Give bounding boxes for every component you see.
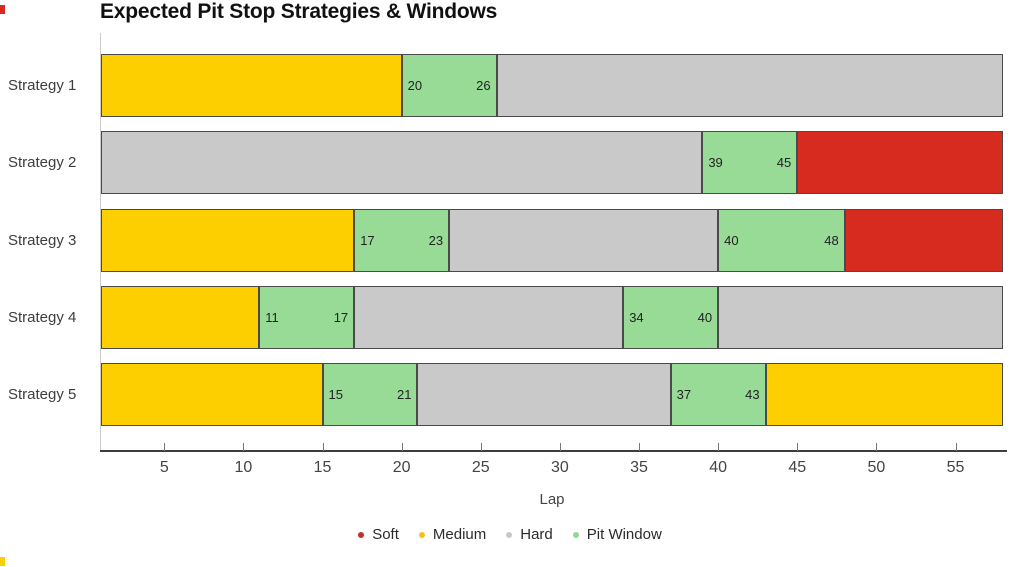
pit-window-lap-labels: 34 40: [624, 287, 717, 348]
pit-window-start-lap: 39: [708, 155, 723, 170]
x-tick-label: 20: [392, 459, 411, 476]
x-tick-mark: [955, 443, 957, 451]
pit-window-lap-labels: 15 21: [324, 364, 417, 425]
chart-title: Expected Pit Stop Strategies & Windows: [100, 0, 498, 23]
x-tick-mark: [401, 443, 403, 451]
pit-window-lap-labels: 11 17: [260, 287, 353, 348]
pit-window-end-lap: 48: [824, 233, 839, 248]
medium-legend-dot-icon: [418, 531, 425, 538]
x-tick-mark: [559, 443, 561, 451]
pit-window-start-lap: 20: [407, 78, 423, 93]
pit-window-start-lap: 17: [360, 233, 375, 248]
x-axis-line: [100, 450, 1007, 452]
legend-label: Pit Window: [586, 526, 662, 543]
x-tick-label: 45: [788, 459, 807, 476]
x-tick-label: 40: [709, 459, 728, 476]
hard-segment: [496, 54, 1003, 117]
category-label-strategy-2: Strategy 2: [8, 154, 77, 171]
hard-segment: [417, 363, 671, 426]
hard-segment: [718, 286, 1003, 349]
pit-window-lap-labels: 17 23: [355, 210, 448, 271]
pit-window-end-lap: 23: [428, 233, 444, 248]
soft-segment: [844, 209, 1003, 272]
x-tick-mark: [876, 443, 878, 451]
pit-window-segment: 37 43: [670, 363, 766, 426]
x-tick-mark: [243, 443, 245, 451]
y-axis-spine: [100, 33, 101, 451]
x-tick-mark: [322, 443, 324, 451]
pit-window-segment: 34 40: [623, 286, 719, 349]
pit-window-start-lap: 11: [265, 310, 279, 325]
x-tick-label: 35: [630, 459, 648, 476]
legend-label: Soft: [372, 526, 399, 543]
hard-legend-dot-icon: [506, 531, 513, 538]
hard-segment: [354, 286, 624, 349]
pit-window-lap-labels: 39 45: [703, 132, 796, 193]
pit-window-end-lap: 26: [476, 78, 491, 93]
category-label-strategy-5: Strategy 5: [8, 386, 77, 403]
medium-segment: [101, 209, 355, 272]
pit-window-end-lap: 21: [397, 387, 412, 402]
pit-window-segment: 40 48: [718, 209, 845, 272]
legend: Soft Medium Hard Pit Window: [0, 526, 1020, 543]
pit-window-segment: 17 23: [354, 209, 450, 272]
legend-label: Medium: [432, 526, 487, 543]
category-label-strategy-1: Strategy 1: [8, 77, 77, 94]
edge-artifact-yellow: [0, 557, 5, 566]
pit-window-end-lap: 43: [745, 387, 760, 402]
soft-segment: [797, 131, 1003, 194]
edge-artifact-red: [0, 5, 5, 14]
x-tick-mark: [164, 443, 166, 451]
pit-window-segment: 20 26: [401, 54, 497, 117]
category-label-strategy-3: Strategy 3: [8, 232, 77, 249]
hard-segment: [449, 209, 719, 272]
pit-window-segment: 39 45: [702, 131, 798, 194]
legend-item-soft: Soft: [358, 526, 399, 543]
pit-window-start-lap: 15: [328, 387, 343, 402]
pit-window-lap-labels: 20 26: [403, 55, 496, 116]
x-tick-mark: [797, 443, 799, 451]
x-tick-label: 50: [867, 459, 886, 476]
x-tick-label: 25: [471, 459, 490, 476]
soft-legend-dot-icon: [358, 531, 365, 538]
x-tick-label: 10: [234, 459, 253, 476]
pit-window-lap-labels: 37 43: [672, 364, 765, 425]
hard-segment: [101, 131, 703, 194]
x-tick-mark: [718, 443, 720, 451]
x-tick-mark: [480, 443, 482, 451]
x-tick-label: 55: [946, 459, 965, 476]
pit-window-start-lap: 40: [724, 233, 739, 248]
medium-segment: [765, 363, 1003, 426]
medium-segment: [101, 286, 260, 349]
category-label-strategy-4: Strategy 4: [8, 309, 77, 326]
pit-window-start-lap: 37: [676, 387, 692, 402]
x-tick-label: 5: [159, 459, 169, 476]
pit-window-segment: 15 21: [322, 363, 418, 426]
pit-window-legend-dot-icon: [572, 531, 579, 538]
legend-item-medium: Medium: [418, 526, 487, 543]
medium-segment: [101, 363, 323, 426]
legend-item-hard: Hard: [506, 526, 553, 543]
legend-label: Hard: [520, 526, 553, 543]
x-tick-label: 15: [313, 459, 332, 476]
legend-item-pit-window: Pit Window: [572, 526, 662, 543]
pit-window-end-lap: 45: [776, 155, 792, 170]
x-tick-label: 30: [551, 459, 569, 476]
pit-window-segment: 11 17: [259, 286, 355, 349]
x-axis-title: Lap: [539, 491, 565, 508]
x-tick-mark: [639, 443, 641, 451]
pit-window-start-lap: 34: [629, 310, 644, 325]
medium-segment: [101, 54, 402, 117]
pit-window-end-lap: 17: [333, 310, 349, 325]
pit-window-lap-labels: 40 48: [719, 210, 844, 271]
pit-window-end-lap: 40: [697, 310, 713, 325]
